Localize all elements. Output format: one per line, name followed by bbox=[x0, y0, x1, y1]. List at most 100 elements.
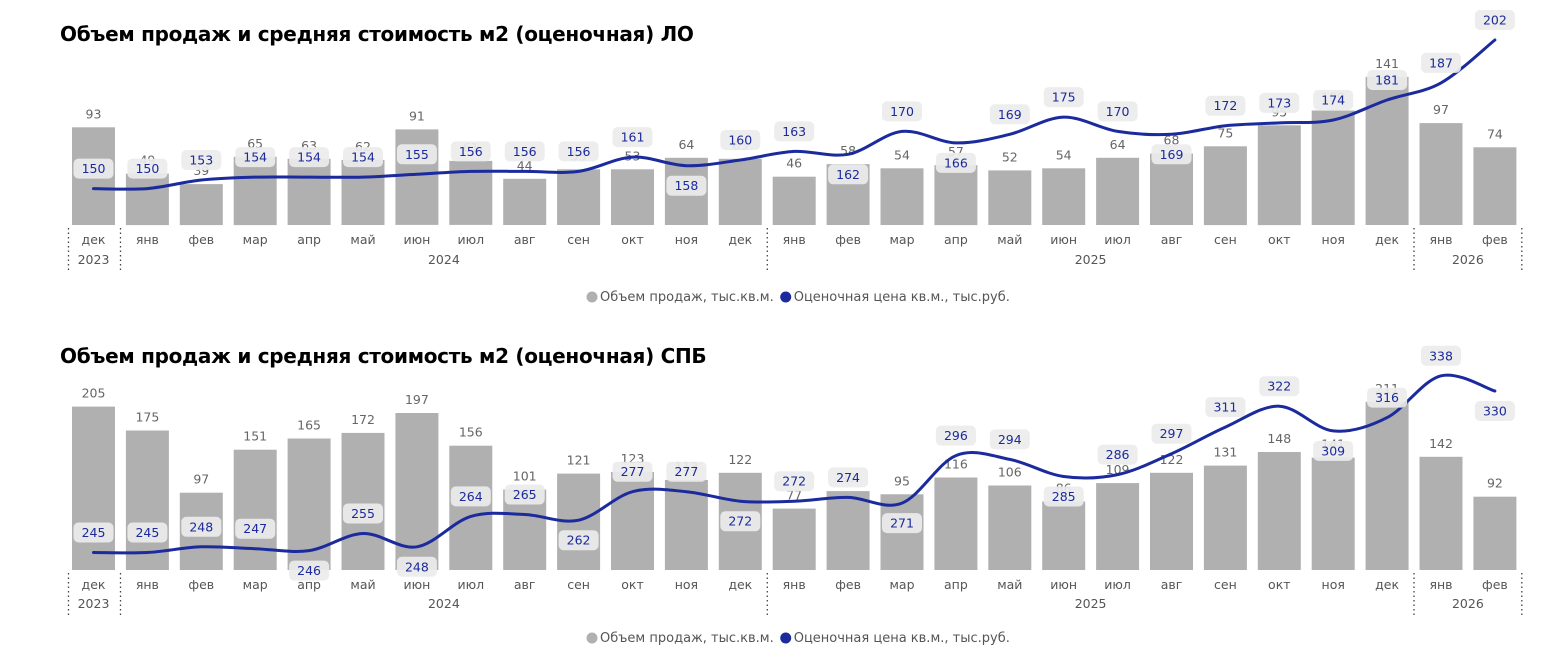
bar-label-lo-25: 97 bbox=[1433, 102, 1449, 117]
bar-label-lo-8: 44 bbox=[517, 158, 533, 173]
bars-group bbox=[72, 401, 1517, 570]
price-label-lo-24: 181 bbox=[1375, 73, 1399, 88]
x-tick-spb-4: апр bbox=[297, 577, 321, 592]
price-label-bg-lo-2 bbox=[181, 150, 222, 170]
bar-label-lo-19: 64 bbox=[1110, 137, 1126, 152]
price-label-lo-3: 154 bbox=[243, 150, 267, 165]
bar-spb-24 bbox=[1365, 401, 1409, 570]
bar-label-lo-13: 46 bbox=[786, 156, 802, 171]
price-label-lo-21: 172 bbox=[1213, 98, 1237, 113]
price-label-bg-lo-25 bbox=[1421, 52, 1461, 73]
bar-label-lo-11: 64 bbox=[678, 137, 694, 152]
price-label-bg-spb-13 bbox=[774, 471, 815, 492]
bar-label-spb-9: 121 bbox=[567, 453, 591, 468]
bar-label-lo-18: 54 bbox=[1056, 147, 1072, 162]
bar-spb-18 bbox=[1042, 501, 1086, 570]
x-tick-spb-25: янв bbox=[1429, 577, 1452, 592]
legend-marker-price bbox=[780, 632, 792, 644]
x-tick-lo-20: авг bbox=[1161, 232, 1183, 247]
x-tick-spb-2: фев bbox=[188, 577, 214, 592]
price-label-lo-7: 156 bbox=[459, 144, 483, 159]
price-label-bg-spb-14 bbox=[828, 467, 869, 488]
x-tick-spb-1: янв bbox=[136, 577, 159, 592]
price-label-bg-lo-10 bbox=[612, 127, 653, 148]
price-label-lo-14: 162 bbox=[836, 167, 860, 182]
bar-label-lo-21: 75 bbox=[1217, 125, 1233, 140]
x-tick-spb-23: ноя bbox=[1322, 577, 1345, 592]
price-label-spb-21: 311 bbox=[1213, 400, 1237, 415]
price-label-lo-10: 161 bbox=[621, 130, 645, 145]
bar-label-lo-20: 68 bbox=[1164, 133, 1180, 148]
bar-spb-19 bbox=[1096, 483, 1140, 570]
price-label-bg-spb-15 bbox=[882, 513, 922, 534]
price-label-spb-22: 322 bbox=[1267, 379, 1291, 394]
bar-lo-20 bbox=[1150, 153, 1193, 225]
bar-lo-26 bbox=[1473, 147, 1517, 225]
price-label-spb-23: 309 bbox=[1321, 443, 1345, 458]
x-tick-spb-11: ноя bbox=[675, 577, 698, 592]
bar-spb-13 bbox=[772, 508, 816, 570]
x-tick-lo-3: мар bbox=[243, 232, 268, 247]
x-tick-spb-9: сен bbox=[567, 577, 590, 592]
year-label-lo-3: 2026 bbox=[1452, 252, 1484, 267]
bar-label-spb-12: 122 bbox=[728, 452, 752, 467]
bar-lo-1 bbox=[125, 173, 169, 226]
bar-spb-5 bbox=[341, 432, 385, 570]
bar-label-lo-0: 93 bbox=[86, 106, 102, 121]
chart-title-lo: Объем продаж и средняя стоимость м2 (оце… bbox=[60, 22, 694, 46]
bar-lo-2 bbox=[179, 184, 223, 226]
price-label-bg-lo-22 bbox=[1259, 92, 1300, 113]
price-label-bg-spb-23 bbox=[1313, 440, 1354, 461]
bar-spb-7 bbox=[449, 445, 493, 570]
price-label-bg-spb-19 bbox=[1097, 444, 1138, 465]
price-label-bg-spb-16 bbox=[935, 425, 976, 446]
bar-label-spb-5: 172 bbox=[351, 412, 375, 427]
year-label-lo-2: 2025 bbox=[1075, 252, 1107, 267]
legend-label-volume: Объем продаж, тыс.кв.м. bbox=[600, 631, 774, 646]
bar-lo-17 bbox=[988, 170, 1032, 225]
x-tick-spb-16: апр bbox=[944, 577, 968, 592]
x-tick-spb-22: окт bbox=[1268, 577, 1290, 592]
price-label-bg-spb-3 bbox=[235, 518, 276, 539]
bar-lo-3 bbox=[233, 156, 277, 226]
price-label-spb-15: 271 bbox=[890, 516, 914, 531]
price-label-lo-23: 174 bbox=[1321, 93, 1345, 108]
price-label-bg-lo-13 bbox=[774, 121, 815, 142]
price-label-bg-lo-26 bbox=[1474, 10, 1515, 30]
bar-label-spb-6: 197 bbox=[405, 392, 429, 407]
price-label-bg-lo-4 bbox=[289, 147, 330, 168]
x-tick-spb-24: дек bbox=[1375, 577, 1399, 592]
x-tick-spb-19: июл bbox=[1104, 577, 1131, 592]
bar-label-lo-17: 52 bbox=[1002, 149, 1018, 164]
bar-label-spb-26: 92 bbox=[1487, 476, 1503, 491]
legend-label-price: Оценочная цена кв.м., тыс.руб. bbox=[794, 631, 1010, 646]
price-label-lo-1: 150 bbox=[135, 161, 159, 176]
bar-spb-21 bbox=[1203, 465, 1247, 570]
bar-lo-4 bbox=[287, 158, 331, 225]
x-tick-lo-15: мар bbox=[889, 232, 914, 247]
price-label-lo-4: 154 bbox=[297, 150, 321, 165]
price-label-bg-spb-8 bbox=[504, 484, 545, 505]
price-label-bg-spb-21 bbox=[1205, 397, 1246, 418]
x-tick-lo-24: дек bbox=[1375, 232, 1399, 247]
price-label-lo-16: 166 bbox=[944, 155, 968, 170]
price-label-bg-spb-1 bbox=[127, 522, 168, 543]
price-label-spb-9: 262 bbox=[567, 533, 591, 548]
bar-spb-0 bbox=[72, 406, 115, 570]
x-tick-spb-17: май bbox=[997, 577, 1022, 592]
price-label-bg-lo-23 bbox=[1313, 90, 1354, 110]
bar-label-lo-24: 141 bbox=[1375, 56, 1399, 71]
price-label-bg-lo-15 bbox=[882, 101, 922, 122]
price-label-lo-22: 173 bbox=[1267, 95, 1291, 110]
x-tick-spb-3: мар bbox=[243, 577, 268, 592]
bar-spb-17 bbox=[988, 485, 1032, 570]
bar-lo-25 bbox=[1419, 123, 1463, 225]
x-tick-spb-15: мар bbox=[889, 577, 914, 592]
x-tick-lo-12: дек bbox=[728, 232, 752, 247]
price-label-spb-20: 297 bbox=[1160, 426, 1184, 441]
bar-label-lo-15: 54 bbox=[894, 147, 910, 162]
bar-label-lo-6: 91 bbox=[409, 108, 425, 123]
price-label-lo-19: 170 bbox=[1106, 104, 1130, 119]
bar-label-spb-16: 116 bbox=[944, 457, 968, 472]
x-tick-spb-26: фев bbox=[1482, 577, 1508, 592]
